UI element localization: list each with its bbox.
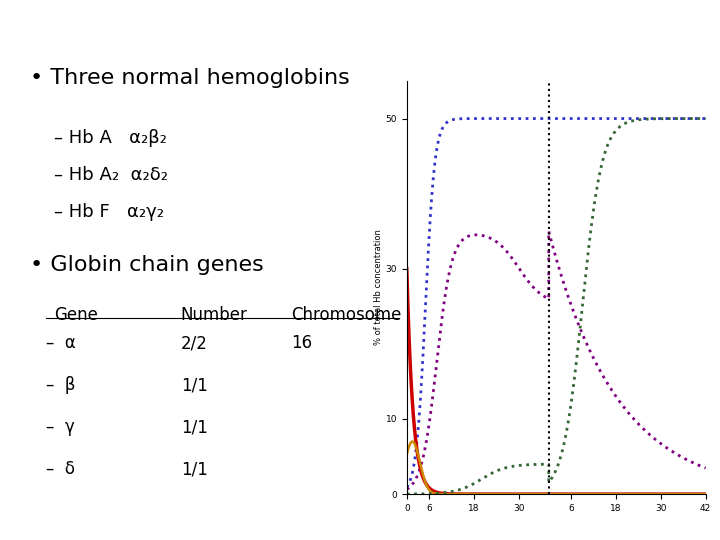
- alpha: [402, 484, 411, 490]
- beta: [578, 305, 587, 312]
- epsilon: [570, 491, 579, 497]
- beta: [701, 116, 710, 122]
- gamma: [570, 310, 579, 317]
- Text: 2/2: 2/2: [181, 334, 207, 352]
- gamma: [626, 411, 634, 418]
- Text: • Globin chain genes: • Globin chain genes: [30, 255, 264, 275]
- epsilon: [658, 491, 667, 497]
- Text: –  α: – α: [46, 334, 76, 352]
- zeta: [420, 477, 428, 484]
- beta: [570, 379, 578, 386]
- Line: zeta: zeta: [407, 269, 706, 494]
- zeta: [701, 491, 710, 497]
- Text: Chromosome: Chromosome: [292, 306, 402, 324]
- beta: [657, 116, 666, 122]
- Text: – Hb A₂  α₂δ₂: – Hb A₂ α₂δ₂: [54, 166, 168, 184]
- Line: epsilon: epsilon: [407, 442, 706, 494]
- epsilon: [402, 451, 411, 458]
- zeta: [402, 266, 411, 272]
- gamma: [588, 352, 596, 358]
- zeta: [578, 491, 587, 497]
- alpha: [588, 116, 596, 122]
- Text: – Hb A   α₂β₂: – Hb A α₂β₂: [54, 129, 167, 147]
- beta: [420, 490, 428, 497]
- gamma: [578, 331, 587, 338]
- Text: –  δ: – δ: [46, 461, 75, 478]
- Text: 1/1: 1/1: [181, 418, 207, 436]
- Line: gamma: gamma: [407, 231, 706, 489]
- epsilon: [626, 491, 635, 497]
- Text: – Hb F   α₂γ₂: – Hb F α₂γ₂: [54, 204, 164, 221]
- Line: beta: beta: [407, 119, 706, 494]
- alpha: [701, 116, 710, 122]
- alpha: [593, 116, 601, 122]
- gamma: [420, 449, 428, 456]
- alpha: [420, 328, 428, 334]
- beta: [402, 491, 411, 497]
- epsilon: [701, 491, 710, 497]
- epsilon: [544, 491, 553, 497]
- Line: alpha: alpha: [407, 119, 706, 487]
- Text: –  β: – β: [46, 376, 76, 394]
- gamma: [544, 228, 553, 234]
- alpha: [626, 116, 634, 122]
- beta: [626, 118, 634, 125]
- Text: 1/1: 1/1: [181, 461, 207, 478]
- Legend: alpha, gamma, zeta, epsilon, beta: alpha, gamma, zeta, epsilon, beta: [405, 0, 548, 5]
- alpha: [570, 116, 578, 122]
- Text: –  γ: – γ: [46, 418, 75, 436]
- beta: [588, 221, 596, 227]
- Text: 16: 16: [292, 334, 312, 352]
- Text: 1/1: 1/1: [181, 376, 207, 394]
- zeta: [657, 491, 666, 497]
- zeta: [626, 491, 634, 497]
- Text: Number: Number: [181, 306, 248, 324]
- Text: Gene: Gene: [54, 306, 98, 324]
- epsilon: [408, 438, 417, 445]
- alpha: [578, 116, 587, 122]
- epsilon: [588, 491, 597, 497]
- Y-axis label: % of total Hb concentration: % of total Hb concentration: [374, 230, 383, 346]
- epsilon: [420, 477, 429, 483]
- alpha: [658, 116, 667, 122]
- Text: • Three normal hemoglobins: • Three normal hemoglobins: [30, 68, 350, 88]
- epsilon: [579, 491, 588, 497]
- zeta: [588, 491, 596, 497]
- zeta: [570, 491, 578, 497]
- gamma: [402, 486, 411, 492]
- gamma: [701, 465, 710, 471]
- gamma: [658, 442, 667, 448]
